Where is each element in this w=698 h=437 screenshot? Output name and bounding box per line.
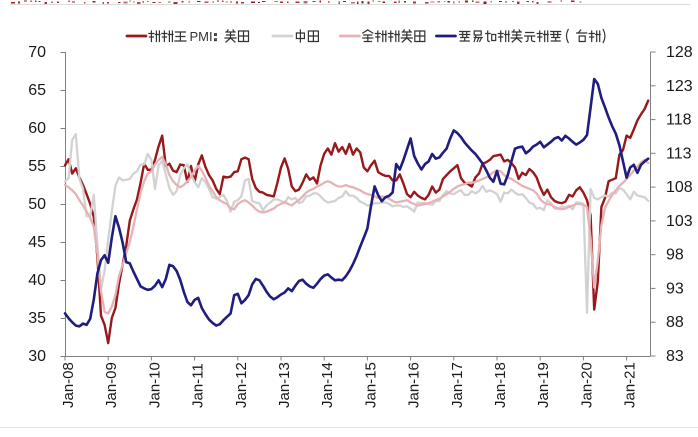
svg-text:Jan-15: Jan-15 <box>362 362 379 408</box>
svg-text:50: 50 <box>28 196 46 213</box>
svg-text:30: 30 <box>28 348 46 365</box>
svg-text:98: 98 <box>666 247 684 264</box>
svg-text:Jan-19: Jan-19 <box>535 362 552 408</box>
svg-text:118: 118 <box>666 112 692 129</box>
svg-text:PMI: PMI <box>190 29 213 44</box>
svg-text:Jan-10: Jan-10 <box>146 362 163 408</box>
svg-text:113: 113 <box>666 145 692 162</box>
svg-text:40: 40 <box>28 272 46 289</box>
svg-text:128: 128 <box>666 44 693 61</box>
svg-text:Jan-14: Jan-14 <box>319 362 336 408</box>
svg-text:Jan-20: Jan-20 <box>578 362 595 408</box>
svg-text:55: 55 <box>28 158 46 175</box>
svg-text:65: 65 <box>28 82 46 99</box>
svg-text:Jan-17: Jan-17 <box>449 362 466 408</box>
svg-text:88: 88 <box>666 314 684 331</box>
svg-text:Jan-16: Jan-16 <box>406 362 423 408</box>
svg-text:Jan-09: Jan-09 <box>103 362 120 408</box>
svg-text:45: 45 <box>28 234 46 251</box>
svg-text:Jan-13: Jan-13 <box>276 362 293 408</box>
svg-text:70: 70 <box>28 44 46 61</box>
svg-text:Jan-11: Jan-11 <box>190 363 207 408</box>
svg-text:Jan-21: Jan-21 <box>622 362 639 408</box>
svg-text:83: 83 <box>666 348 684 365</box>
svg-text:108: 108 <box>666 179 693 196</box>
svg-text:103: 103 <box>666 213 693 230</box>
svg-text:123: 123 <box>666 78 693 95</box>
svg-text:Jan-08: Jan-08 <box>60 362 77 408</box>
svg-text:Jan-12: Jan-12 <box>233 362 250 408</box>
svg-text:60: 60 <box>28 120 46 137</box>
svg-text:35: 35 <box>28 310 46 327</box>
svg-text:Jan-18: Jan-18 <box>492 362 509 408</box>
svg-text:93: 93 <box>666 280 684 297</box>
